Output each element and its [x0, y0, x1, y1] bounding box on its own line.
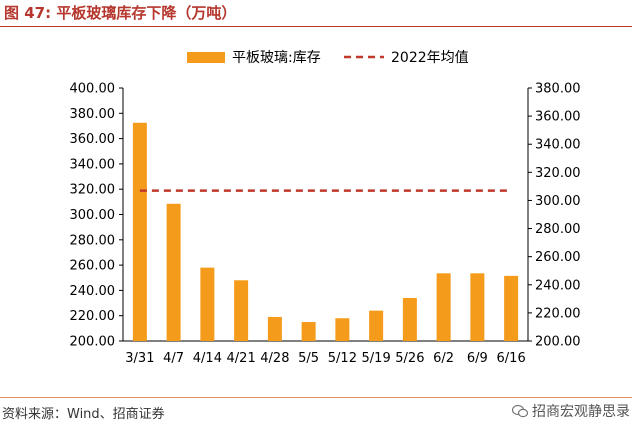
bar: [166, 203, 181, 341]
x-tick-label: 4/21: [227, 351, 256, 366]
bar: [132, 122, 147, 341]
right-tick-label: 200.00: [535, 335, 581, 350]
right-tick-label: 360.00: [535, 110, 581, 125]
left-tick-label: 360.00: [70, 132, 116, 147]
watermark-text: 招商宏观静思录: [532, 404, 630, 420]
bar: [402, 297, 417, 341]
right-tick-label: 280.00: [535, 222, 581, 237]
x-tick-label: 6/16: [497, 351, 526, 366]
figure-title: 图 47: 平板玻璃库存下降（万吨）: [4, 2, 236, 23]
left-tick-label: 260.00: [70, 259, 116, 274]
bar: [301, 322, 316, 341]
figure-label: 图 47:: [4, 4, 52, 22]
x-tick-label: 3/31: [125, 351, 154, 366]
right-tick-label: 240.00: [535, 278, 581, 293]
legend-swatch-bar: [187, 52, 225, 63]
bar: [369, 310, 384, 341]
figure-title-text: 平板玻璃库存下降（万吨）: [56, 4, 237, 22]
x-tick-label: 4/14: [193, 351, 222, 366]
right-tick-label: 340.00: [535, 138, 581, 153]
bar: [335, 318, 350, 341]
bar-chart: 200.00 220.00 240.00 260.00 280.00 300.00 320.…: [70, 49, 581, 366]
bar: [234, 280, 249, 341]
source-divider: [0, 397, 632, 398]
x-tick-label: 5/12: [328, 351, 357, 366]
x-tick-label: 6/9: [467, 351, 488, 366]
x-tick-label: 6/2: [433, 351, 454, 366]
left-tick-label: 340.00: [70, 157, 116, 172]
left-tick-label: 220.00: [70, 309, 116, 324]
left-tick-label: 300.00: [70, 208, 116, 223]
right-tick-label: 300.00: [535, 194, 581, 209]
left-tick-label: 280.00: [70, 233, 116, 248]
bar: [436, 273, 451, 341]
bar: [504, 275, 519, 341]
right-tick-label: 380.00: [535, 82, 581, 97]
left-tick-label: 320.00: [70, 183, 116, 198]
wechat-icon: [512, 404, 528, 418]
legend-label-bar: 平板玻璃:库存: [232, 49, 321, 66]
left-tick-label: 200.00: [70, 335, 116, 350]
source-note: 资料来源：Wind、招商证券: [2, 407, 165, 422]
bar: [267, 316, 282, 341]
x-tick-label: 4/28: [260, 351, 289, 366]
right-tick-label: 260.00: [535, 250, 581, 265]
x-tick-label: 5/19: [362, 351, 391, 366]
right-tick-label: 320.00: [535, 166, 581, 181]
x-tick-label: 5/26: [395, 351, 424, 366]
left-tick-label: 240.00: [70, 284, 116, 299]
left-tick-label: 380.00: [70, 107, 116, 122]
x-tick-label: 4/7: [163, 351, 184, 366]
x-tick-label: 5/5: [298, 351, 319, 366]
legend-label-line: 2022年均值: [391, 50, 469, 66]
bar: [470, 273, 485, 341]
left-tick-label: 400.00: [70, 82, 116, 97]
watermark: 招商宏观静思录: [512, 401, 630, 421]
bar: [200, 267, 215, 341]
title-divider: [0, 26, 632, 27]
right-tick-label: 220.00: [535, 306, 581, 321]
